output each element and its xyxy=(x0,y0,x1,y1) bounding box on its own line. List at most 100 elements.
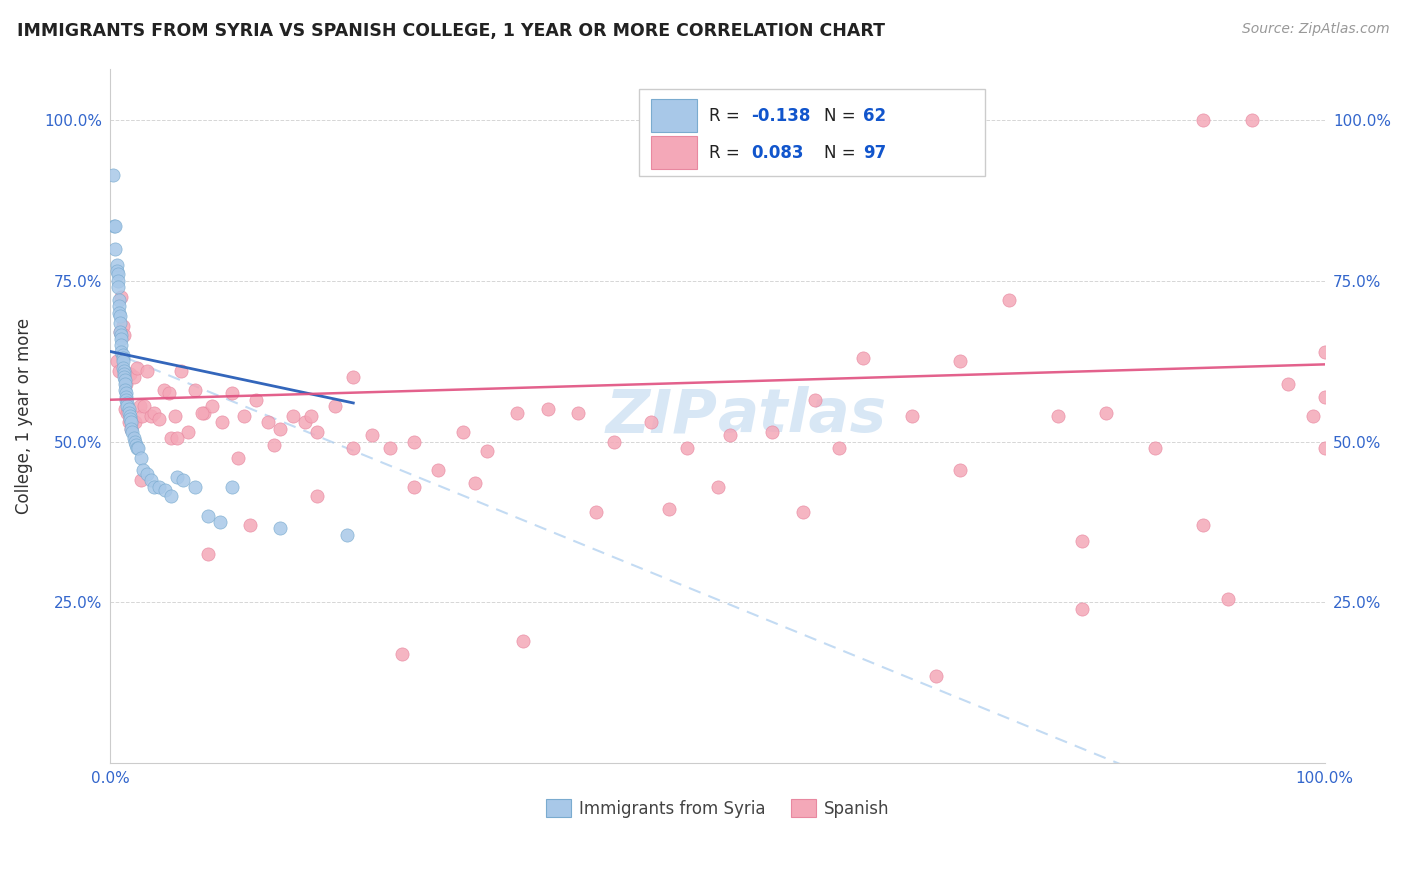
Point xyxy=(1240,112,1263,127)
Point xyxy=(925,669,948,683)
Point xyxy=(111,318,134,333)
Text: atlas: atlas xyxy=(717,386,887,445)
Point xyxy=(402,434,425,449)
Point xyxy=(111,354,134,368)
Point xyxy=(110,328,132,343)
Point xyxy=(172,473,194,487)
Point xyxy=(111,351,134,365)
Point xyxy=(118,415,141,429)
Point xyxy=(131,409,153,423)
Point xyxy=(124,415,146,429)
Point xyxy=(536,402,558,417)
Text: -0.138: -0.138 xyxy=(752,107,811,125)
Point xyxy=(110,344,132,359)
Point xyxy=(120,415,142,429)
Point xyxy=(114,376,136,391)
Point xyxy=(706,479,728,493)
Point xyxy=(166,431,188,445)
Point xyxy=(134,399,156,413)
Point xyxy=(148,479,170,493)
Point xyxy=(336,528,359,542)
Point xyxy=(117,399,139,413)
Text: 62: 62 xyxy=(863,107,886,125)
Point xyxy=(1313,344,1336,359)
Point xyxy=(676,441,699,455)
Point xyxy=(112,367,135,381)
Point xyxy=(135,467,157,481)
Point xyxy=(170,364,193,378)
Point xyxy=(211,415,233,429)
Point xyxy=(475,444,498,458)
Point xyxy=(108,293,131,307)
Point xyxy=(157,386,180,401)
Point xyxy=(640,415,662,429)
Point xyxy=(115,386,138,401)
Text: ZIP: ZIP xyxy=(606,386,717,445)
Point xyxy=(108,325,131,339)
Point xyxy=(391,647,413,661)
Point xyxy=(107,268,129,282)
Point xyxy=(1313,441,1336,455)
Point xyxy=(427,463,450,477)
Point xyxy=(125,438,148,452)
Text: 0.083: 0.083 xyxy=(752,144,804,161)
Point xyxy=(127,441,149,455)
Point xyxy=(112,364,135,378)
Point xyxy=(108,364,131,378)
Point xyxy=(160,431,183,445)
Point xyxy=(108,300,131,314)
Point xyxy=(108,325,131,339)
Point xyxy=(163,409,186,423)
Point xyxy=(949,463,972,477)
Point xyxy=(105,354,128,368)
Point xyxy=(603,434,626,449)
Point xyxy=(143,406,166,420)
Point xyxy=(105,264,128,278)
Point xyxy=(402,479,425,493)
Point xyxy=(792,505,814,519)
Point xyxy=(127,360,149,375)
Point xyxy=(201,399,224,413)
Point xyxy=(197,547,219,561)
Legend: Immigrants from Syria, Spanish: Immigrants from Syria, Spanish xyxy=(538,793,896,824)
Point xyxy=(107,274,129,288)
Point xyxy=(110,290,132,304)
Point xyxy=(281,409,304,423)
FancyBboxPatch shape xyxy=(651,136,697,169)
Point xyxy=(139,409,162,423)
Text: N =: N = xyxy=(824,144,862,161)
Point xyxy=(104,242,127,256)
Point xyxy=(901,409,924,423)
Point xyxy=(245,392,267,407)
Point xyxy=(177,425,200,439)
Point xyxy=(257,415,280,429)
Point xyxy=(761,425,783,439)
Point xyxy=(464,476,486,491)
Text: R =: R = xyxy=(709,144,745,161)
Point xyxy=(949,354,972,368)
Point xyxy=(148,412,170,426)
Point xyxy=(118,402,141,417)
Point xyxy=(122,370,145,384)
Point xyxy=(1277,376,1299,391)
Point xyxy=(190,406,212,420)
Text: Source: ZipAtlas.com: Source: ZipAtlas.com xyxy=(1241,22,1389,37)
Point xyxy=(1313,390,1336,404)
Point xyxy=(115,376,138,391)
Point xyxy=(121,425,143,439)
Point xyxy=(1046,409,1069,423)
Point xyxy=(105,258,128,272)
Point xyxy=(451,425,474,439)
Point xyxy=(115,390,138,404)
Point xyxy=(118,412,141,426)
Point xyxy=(108,309,131,323)
Point xyxy=(110,332,132,346)
Point xyxy=(852,351,875,365)
Y-axis label: College, 1 year or more: College, 1 year or more xyxy=(15,318,32,514)
Point xyxy=(197,508,219,523)
Point xyxy=(112,370,135,384)
Point xyxy=(360,428,382,442)
Point xyxy=(115,392,138,407)
Point xyxy=(718,428,741,442)
Point xyxy=(127,441,149,455)
